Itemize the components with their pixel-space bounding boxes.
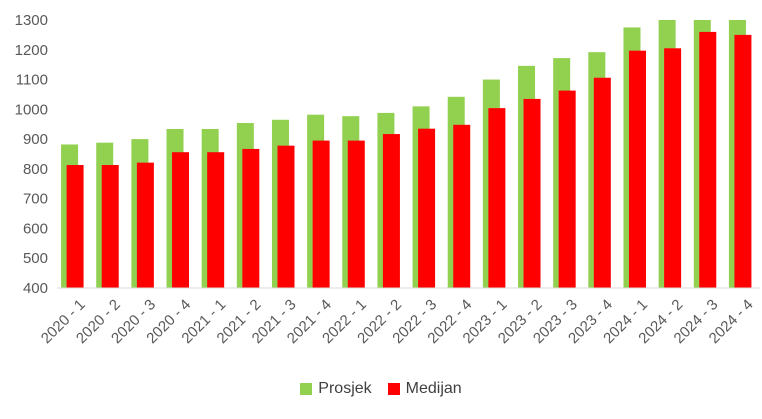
bar-medijan: [101, 165, 119, 288]
legend-item-prosjek: Prosjek: [300, 380, 372, 398]
bar-medijan: [277, 145, 295, 288]
bars: [61, 20, 752, 289]
y-tick-label: 500: [23, 250, 48, 267]
legend-swatch-medijan: [387, 383, 400, 395]
bar-medijan: [312, 140, 330, 288]
bar-medijan: [172, 152, 190, 288]
y-tick-label: 600: [23, 220, 48, 237]
bar-medijan: [628, 50, 646, 288]
y-tick-label: 1000: [15, 101, 48, 118]
bar-medijan: [242, 148, 260, 288]
y-tick-label: 1300: [15, 12, 48, 29]
legend-item-medijan: Medijan: [387, 380, 462, 398]
bar-medijan: [136, 162, 154, 288]
bar-medijan: [207, 152, 225, 288]
legend-swatch-prosjek: [300, 383, 313, 395]
y-axis: 400 500 600 700 800 900 1000 1100 1200 1300: [15, 12, 48, 297]
bar-medijan: [734, 34, 752, 289]
y-tick-label: 1100: [16, 72, 48, 89]
bar-medijan: [347, 140, 365, 288]
bar-medijan: [488, 108, 506, 289]
y-tick-label: 800: [23, 161, 48, 178]
bar-medijan: [699, 31, 717, 289]
bar-medijan: [66, 165, 84, 288]
bar-medijan: [664, 48, 682, 289]
y-tick-label: 700: [23, 191, 48, 208]
bar-medijan: [382, 134, 400, 288]
bar-medijan: [418, 128, 436, 288]
legend-label-medijan: Medijan: [405, 380, 462, 397]
bar-medijan: [558, 90, 576, 288]
bar-medijan: [523, 98, 541, 289]
legend-label-prosjek: Prosjek: [318, 380, 372, 397]
y-tick-label: 1200: [15, 42, 48, 59]
y-tick-label: 400: [23, 280, 48, 297]
legend: Prosjek Medijan: [0, 380, 762, 398]
y-tick-label: 900: [23, 131, 48, 148]
bar-medijan: [453, 124, 471, 288]
bar-medijan: [593, 77, 611, 288]
